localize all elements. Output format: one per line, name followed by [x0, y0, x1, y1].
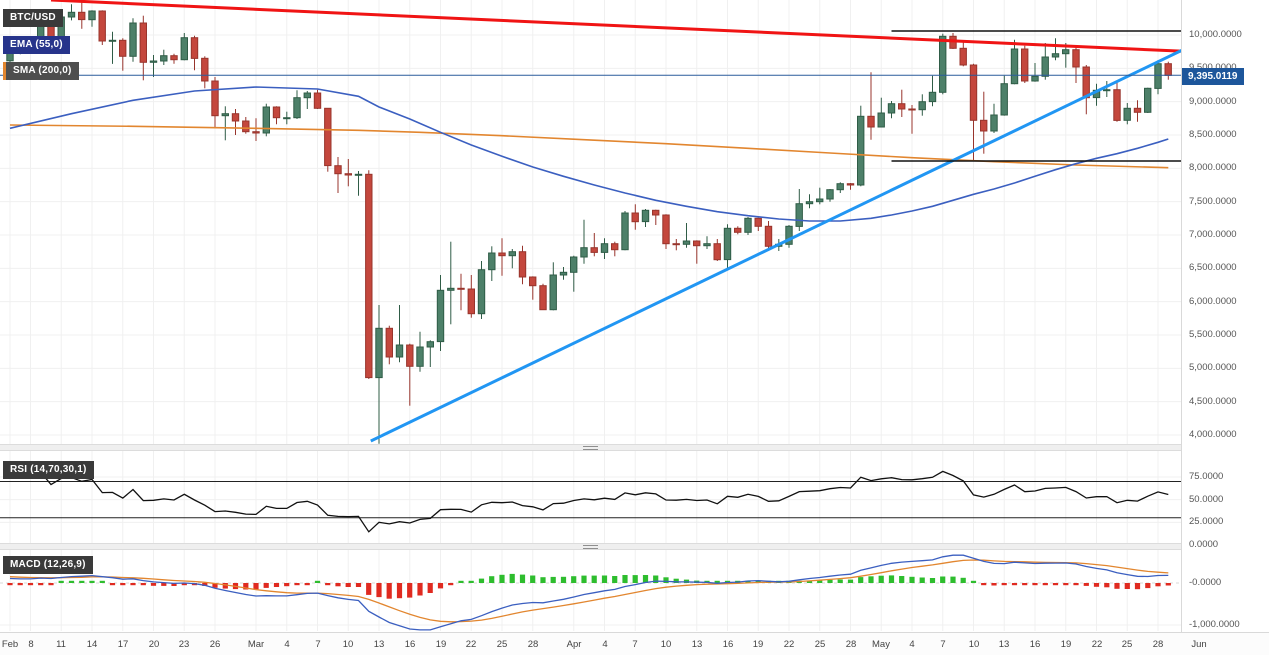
time-axis-label: 7	[315, 639, 321, 650]
time-axis-label: Jun	[1191, 639, 1207, 650]
time-axis[interactable]: Feb 8 11 14 17 20 23 26 Mar 4 7 10 13 16 19 22 25 28 Apr 4 7…	[0, 632, 1269, 655]
time-axis-label: 16	[1029, 639, 1041, 650]
axis-label: 8,500.0000	[1189, 129, 1237, 140]
axis-label: 5,500.0000	[1189, 329, 1237, 340]
splitter-grip-icon[interactable]	[583, 545, 598, 549]
time-axis-label: 10	[968, 639, 980, 650]
time-axis-label: 14	[86, 639, 98, 650]
price-axis[interactable]: 10,000.0000 9,500.0000 9,000.0000 8,500.000…	[1181, 0, 1269, 632]
time-axis-label: 4	[909, 639, 915, 650]
candlestick-series	[6, 1, 1172, 444]
time-axis-label: Feb	[1, 639, 19, 650]
time-axis-label: 28	[1152, 639, 1164, 650]
trendline-ascending-support[interactable]	[370, 42, 1199, 443]
time-axis-label: 10	[342, 639, 354, 650]
time-axis-label: 7	[632, 639, 638, 650]
time-axis-label: May	[872, 639, 890, 650]
rsi-legend-badge[interactable]: RSI (14,70,30,1)	[3, 461, 94, 479]
axis-label: 8,000.0000	[1189, 162, 1237, 173]
ema-55-line	[9, 86, 1169, 222]
trendline-descending-resistance[interactable]	[50, 0, 1199, 53]
axis-label: 7,500.0000	[1189, 196, 1237, 207]
time-axis-label: 11	[56, 639, 66, 650]
time-axis-label: 26	[209, 639, 221, 650]
time-axis-label: 4	[284, 639, 290, 650]
time-axis-label: 8	[28, 639, 34, 650]
time-axis-label: 16	[722, 639, 734, 650]
time-axis-label: 19	[1060, 639, 1072, 650]
time-axis-label: 19	[752, 639, 764, 650]
time-axis-label: 22	[1091, 639, 1103, 650]
time-axis-label: 28	[845, 639, 857, 650]
macd-histogram	[7, 573, 1171, 599]
axis-label: 4,000.0000	[1189, 429, 1237, 440]
time-axis-label: 10	[660, 639, 672, 650]
macd-line	[9, 554, 1169, 631]
axis-label: 9,000.0000	[1189, 96, 1237, 107]
time-axis-label: 23	[178, 639, 190, 650]
axis-label: 6,500.0000	[1189, 262, 1237, 273]
pane-splitter-macd[interactable]	[0, 543, 1181, 550]
axis-label: 9,500.0000	[1189, 62, 1237, 73]
sma-legend-badge[interactable]: SMA (200,0)	[3, 62, 79, 80]
time-axis-label: 13	[998, 639, 1010, 650]
time-axis-label: 19	[435, 639, 447, 650]
time-axis-label: 20	[148, 639, 160, 650]
axis-label: 5,000.0000	[1189, 362, 1237, 373]
chart-canvas[interactable]	[0, 0, 1269, 632]
rsi-line	[9, 470, 1169, 533]
time-axis-label: 13	[373, 639, 385, 650]
macd-legend-badge[interactable]: MACD (12,26,9)	[3, 556, 93, 574]
time-axis-label: 4	[602, 639, 608, 650]
time-axis-label: 25	[1121, 639, 1133, 650]
time-axis-label: 28	[527, 639, 539, 650]
current-price-badge: 9,395.0119	[1182, 68, 1244, 85]
symbol-badge[interactable]: BTC/USD	[3, 9, 63, 27]
splitter-grip-icon[interactable]	[583, 446, 598, 450]
macd-signal-line	[9, 559, 1169, 623]
axis-label: -1,000.0000	[1189, 619, 1240, 630]
pane-splitter-rsi[interactable]	[0, 444, 1181, 451]
time-axis-label: 22	[465, 639, 477, 650]
axis-label: 0.0000	[1189, 539, 1219, 550]
time-axis-label: 22	[783, 639, 795, 650]
time-axis-label: 16	[404, 639, 416, 650]
axis-label: 50.0000	[1189, 494, 1224, 505]
time-axis-label: Apr	[566, 639, 582, 650]
axis-label: 25.0000	[1189, 516, 1224, 527]
time-axis-label: 25	[496, 639, 508, 650]
time-axis-label: 7	[940, 639, 946, 650]
axis-label: 7,000.0000	[1189, 229, 1237, 240]
axis-label: 75.0000	[1189, 471, 1224, 482]
axis-label: 4,500.0000	[1189, 396, 1237, 407]
time-axis-label: 25	[814, 639, 826, 650]
time-axis-label: Mar	[247, 639, 265, 650]
ema-legend-badge[interactable]: EMA (55,0)	[3, 36, 70, 54]
axis-label: 10,000.0000	[1189, 29, 1242, 40]
time-axis-label: 13	[691, 639, 703, 650]
axis-label: -0.0000	[1189, 577, 1222, 588]
time-axis-label: 17	[117, 639, 129, 650]
axis-label: 6,000.0000	[1189, 296, 1237, 307]
